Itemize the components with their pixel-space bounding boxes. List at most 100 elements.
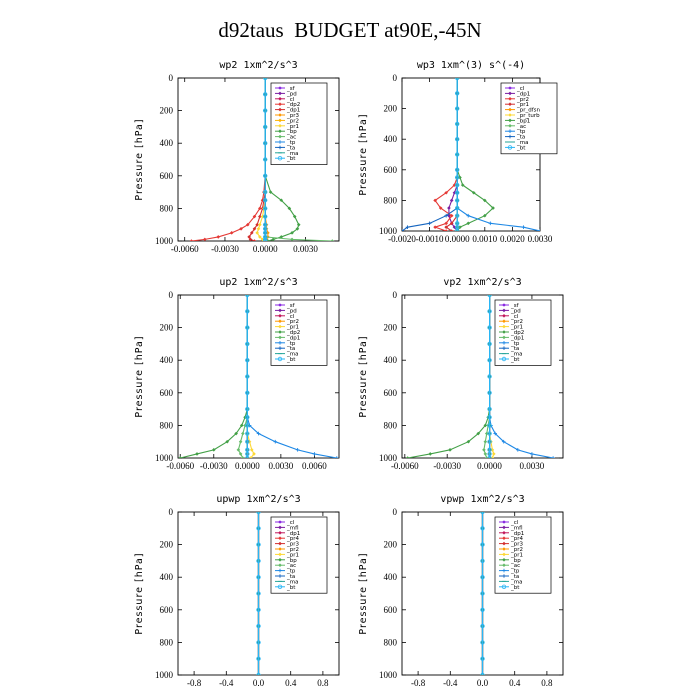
legend-label: _tp (286, 569, 296, 575)
series-bp-point (279, 198, 284, 203)
x-tick-label: -0.0010 (416, 234, 444, 244)
x-tick-label: 0.0060 (302, 461, 327, 471)
x-tick-label: -0.0060 (171, 244, 199, 254)
series-pr1-point (255, 231, 259, 235)
series-pr1-point (449, 221, 454, 226)
legend-label: _ta (510, 574, 519, 580)
series-bt-point (263, 214, 268, 219)
series-bt-point (455, 198, 460, 203)
series-pr1-point (491, 452, 496, 456)
legend-marker (278, 145, 282, 150)
series-pr1-point (258, 222, 262, 227)
series-bt-point (245, 295, 250, 298)
plot-title: up2 1xm^2/s^3 (219, 277, 297, 288)
series-dp2-point (483, 423, 488, 428)
legend-marker (278, 303, 282, 307)
series-dp2-point (258, 206, 262, 211)
y-tick-label: 1000 (155, 670, 174, 680)
series-group (402, 78, 540, 231)
x-tick-label: -0.0020 (388, 234, 416, 244)
y-tick-label: 200 (384, 323, 398, 333)
series-bt-point (245, 451, 250, 457)
series-group (189, 78, 335, 241)
legend-label: _pd (510, 308, 521, 314)
y-tick-label: 1000 (155, 236, 174, 246)
series-dp2-point (189, 239, 194, 241)
series-bt-point (487, 455, 492, 458)
x-tick-label: 0.4 (509, 678, 521, 688)
series-bt-point (263, 78, 268, 81)
legend-label: _ma (286, 579, 298, 585)
legend-marker (278, 308, 282, 313)
legend-label: _cl (286, 314, 295, 320)
series-dp1-point (236, 448, 241, 452)
legend-marker (502, 335, 506, 340)
series-dp2-point (405, 456, 410, 458)
series-bt-point (487, 415, 492, 420)
legend-marker (278, 107, 282, 112)
legend-label: _bt (510, 357, 520, 363)
series-group (405, 295, 555, 458)
x-tick-label: -0.0030 (211, 244, 239, 254)
y-tick-label: 800 (160, 203, 174, 213)
legend-label: _ac (516, 124, 526, 130)
series-dp2-point (229, 231, 234, 235)
legend-label: _cl (510, 314, 519, 320)
legend-marker (278, 346, 282, 350)
series-bt-point (480, 607, 485, 612)
legend-label: _ma (286, 151, 298, 157)
legend-label: _tp (516, 129, 526, 135)
legend-label: _pr2 (286, 319, 299, 325)
series-tp-point (493, 431, 498, 436)
x-tick-label: 0.8 (541, 678, 553, 688)
series-dp1-point (243, 423, 247, 428)
x-tick-label: -0.8 (187, 678, 202, 688)
series-pr2-point (449, 213, 454, 218)
series-tp-point (538, 229, 540, 231)
legend-marker (508, 124, 512, 128)
series-tp-point (334, 456, 339, 458)
series-bt-point (487, 374, 492, 379)
x-tick-label: -0.8 (411, 678, 426, 688)
series-bt-point (455, 205, 460, 211)
legend-marker (278, 319, 282, 323)
series-pr1-point (249, 448, 254, 452)
series-pr2-point (433, 225, 437, 229)
x-tick-label: 0.0010 (472, 234, 497, 244)
y-tick-label: 800 (384, 637, 398, 647)
legend-label: _bt (286, 156, 296, 162)
series-bt-point (245, 406, 250, 412)
legend-marker (502, 341, 506, 345)
series-dp1-point (447, 213, 451, 218)
series-bt-point (480, 591, 485, 596)
legend-marker (502, 346, 506, 350)
x-tick-label: -0.4 (219, 678, 234, 688)
series-bt-point (263, 124, 268, 130)
series-bt-point (245, 431, 250, 436)
x-tick-label: 0.0030 (293, 244, 318, 254)
legend-marker (508, 91, 512, 96)
series-bp-point (292, 214, 297, 219)
series-pr1-point (444, 225, 448, 229)
series-bp1-point (458, 225, 462, 229)
series-bt-point (256, 591, 261, 596)
legend-marker (508, 102, 512, 106)
series-bt-point (455, 152, 460, 157)
y-tick-label: 1000 (379, 226, 398, 236)
series-bt-point (245, 447, 250, 453)
series-bt-point (480, 558, 485, 564)
plot-title: vpwp 1xm^2/s^3 (440, 494, 524, 505)
legend-label: _pr1 (286, 124, 299, 130)
legend-marker (278, 86, 282, 90)
x-tick-label: -0.0060 (391, 461, 419, 471)
legend-label: _bt (516, 145, 526, 151)
series-tp-point (521, 225, 526, 229)
series-bt-point (455, 106, 460, 111)
series-dp1-point (252, 226, 257, 231)
legend-label: _ac (286, 135, 296, 141)
legend-marker (507, 145, 513, 150)
panel-1: wp2 1xm^2/s^3 Pressure [hPa] 0 200 400 600 800… (134, 60, 340, 254)
series-dp2-point (203, 237, 207, 241)
series-dp1-point (449, 198, 454, 203)
legend-marker (502, 558, 506, 562)
